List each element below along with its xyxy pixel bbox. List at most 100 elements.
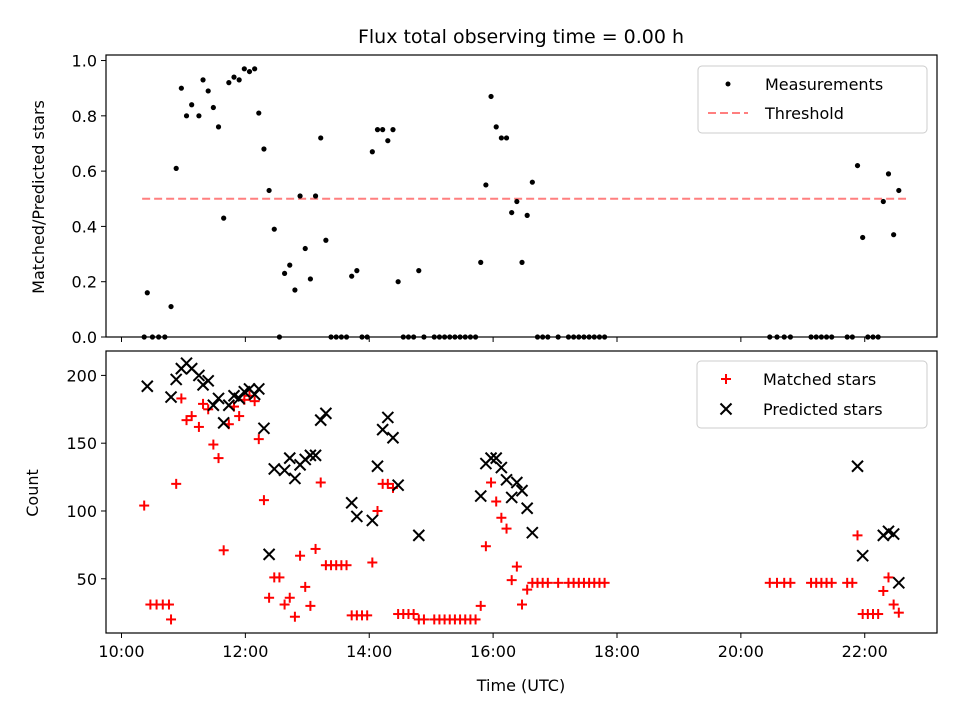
bottom-x-ticks: 10:00 12:00 14:00 16:00 18:00 20:00 22:00 (98, 633, 888, 661)
x-axis-label: Time (UTC) (476, 676, 565, 695)
top-legend: Measurements Threshold (697, 65, 928, 134)
measurement-point (478, 259, 484, 265)
measurement-point (591, 334, 597, 340)
predicted-star-point (412, 529, 425, 542)
predicted-star-point (201, 374, 215, 388)
measurement-point (509, 209, 515, 216)
measurement-point (529, 179, 535, 185)
measurement-point (436, 334, 443, 340)
predicted-star-point (309, 449, 322, 462)
x-tick-label: 18:00 (594, 642, 640, 661)
matched-star-point (852, 530, 863, 541)
top-y-tick-label: 1.0 (72, 52, 97, 71)
measurement-point (452, 334, 458, 340)
measurement-point (297, 193, 303, 199)
measurement-point (349, 273, 355, 279)
predicted-star-point (212, 392, 225, 405)
top-y-tick-label: 0.0 (72, 328, 97, 347)
measurement-point (221, 215, 227, 221)
measurement-point (156, 334, 162, 340)
measurement-point (231, 74, 237, 80)
measurement-point (256, 110, 262, 116)
predicted-stars-points (141, 356, 906, 590)
measurement-point (576, 334, 582, 340)
matched-star-point (878, 585, 889, 596)
measurement-point (162, 334, 168, 340)
measurement-point (781, 334, 787, 340)
matched-star-point (475, 600, 486, 611)
predicted-star-point (262, 548, 276, 561)
measurement-point (602, 334, 608, 340)
measurement-point (178, 85, 184, 91)
predicted-star-point (169, 373, 183, 386)
top-y-tick-label: 0.2 (72, 273, 97, 292)
measurement-point (338, 334, 344, 340)
predicted-star-point (257, 422, 271, 435)
measurement-point (196, 113, 202, 119)
matched-star-point (470, 614, 481, 625)
measurement-point (441, 334, 448, 340)
measurement-point (885, 171, 892, 177)
bottom-y-axis-label: Count (23, 469, 42, 517)
matched-star-point (279, 599, 290, 610)
matched-star-point (258, 495, 269, 506)
matched-star-point (289, 611, 300, 622)
bottom-y-tick-label: 50 (77, 570, 97, 589)
matched-star-point (181, 415, 192, 426)
measurement-point (860, 234, 866, 241)
bottom-y-ticks: 50 100 150 200 (66, 366, 106, 589)
measurement-point (891, 232, 897, 238)
matched-star-point (382, 478, 393, 489)
predicted-star-point (484, 451, 498, 465)
matched-star-point (501, 523, 512, 534)
predicted-star-point (851, 460, 864, 473)
measurement-point (493, 124, 499, 130)
measurement-point (571, 334, 577, 340)
measurement-point (586, 334, 592, 340)
top-legend-box (697, 65, 928, 134)
matched-star-point (367, 557, 378, 568)
predicted-star-point (164, 390, 178, 404)
measurement-point (241, 66, 247, 72)
matched-stars-points (139, 390, 904, 625)
legend-predicted-marker (719, 402, 733, 416)
measurement-point (261, 146, 267, 152)
bottom-y-tick-label: 100 (66, 502, 97, 521)
predicted-star-point (268, 462, 281, 476)
matched-star-point (408, 609, 419, 620)
measurement-point (483, 182, 489, 188)
measurement-point (416, 268, 422, 274)
measurement-point (534, 334, 541, 340)
legend-matched-label: Matched stars (763, 370, 876, 389)
x-tick-label: 12:00 (222, 642, 268, 661)
measurement-point (252, 66, 258, 72)
matched-star-point (553, 577, 564, 588)
measurement-point (519, 259, 525, 265)
matched-star-point (176, 393, 187, 404)
predicted-star-point (887, 527, 900, 541)
bottom-legend-box (696, 360, 928, 429)
measurement-point (555, 334, 561, 340)
predicted-star-point (892, 576, 906, 590)
matched-star-point (166, 614, 177, 625)
matched-star-point (186, 411, 197, 422)
top-y-tick-label: 0.4 (72, 217, 97, 236)
matched-star-point (893, 607, 904, 618)
matched-star-point (362, 610, 373, 621)
predicted-star-point (391, 479, 405, 492)
measurement-point (865, 334, 871, 340)
matched-star-point (310, 543, 321, 554)
measurement-point (318, 135, 324, 141)
matched-star-point (511, 561, 522, 572)
measurement-point (323, 237, 329, 243)
measurement-point (395, 279, 401, 285)
measurement-point (276, 334, 283, 340)
matched-star-point (300, 581, 311, 592)
x-tick-label: 16:00 (470, 642, 516, 661)
legend-measurements-marker (725, 81, 731, 87)
measurement-point (467, 334, 474, 340)
matched-star-point (253, 434, 264, 445)
matched-star-point (171, 478, 182, 489)
measurement-point (287, 262, 293, 268)
bottom-panel: 50 100 150 200 10:00 12:00 14:00 16:00 18:00 20:… (23, 350, 938, 695)
